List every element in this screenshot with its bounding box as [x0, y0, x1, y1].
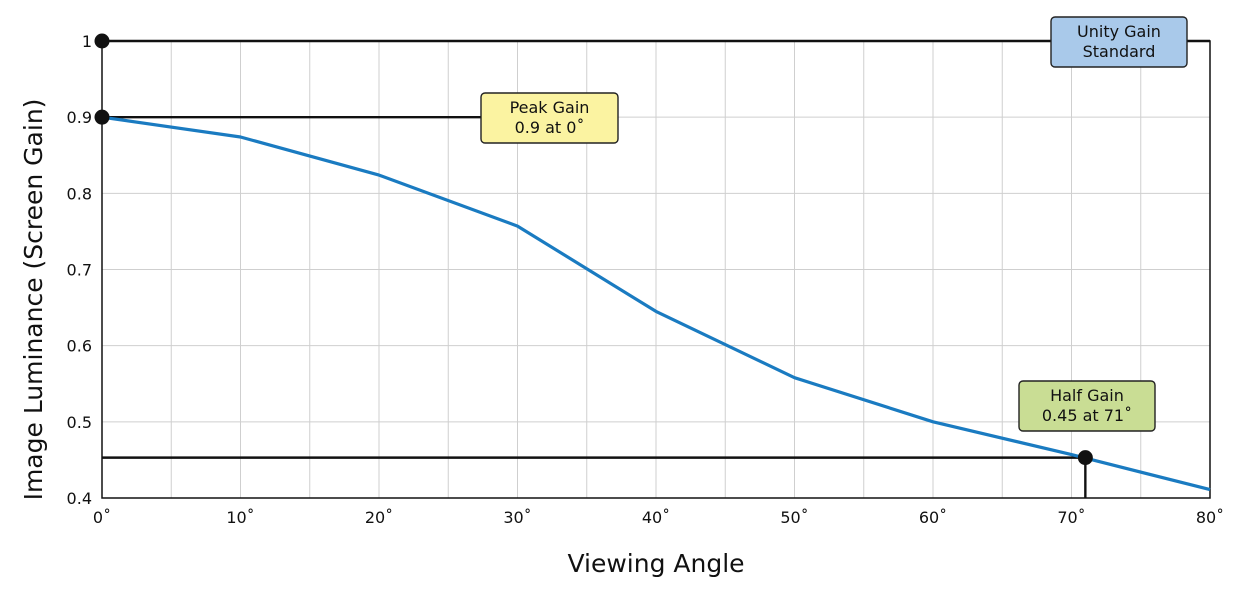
- y-tick-label: 0.9: [67, 108, 92, 127]
- y-tick-label: 0.4: [67, 489, 92, 508]
- unity-gain-callout-text: Unity Gain: [1077, 22, 1161, 41]
- half-gain-callout-text: Half Gain: [1050, 386, 1124, 405]
- data-marker: [94, 109, 110, 125]
- y-tick-label: 0.8: [67, 184, 92, 203]
- x-tick-label: 80˚: [1196, 508, 1224, 527]
- x-tick-label: 0˚: [93, 508, 111, 527]
- gain-curve: [101, 115, 1211, 492]
- x-tick-label: 70˚: [1057, 508, 1085, 527]
- y-axis-title: Image Luminance (Screen Gain): [19, 99, 48, 501]
- peak-gain-callout-text: 0.9 at 0˚: [515, 118, 585, 137]
- y-tick-label: 0.6: [67, 337, 92, 356]
- peak-gain-callout-text: Peak Gain: [510, 98, 590, 117]
- unity-gain-callout-text: Standard: [1083, 42, 1156, 61]
- x-tick-label: 30˚: [503, 508, 531, 527]
- x-axis-title: Viewing Angle: [567, 549, 744, 578]
- x-tick-label: 60˚: [919, 508, 947, 527]
- unity-gain-callout: [1050, 16, 1188, 68]
- y-tick-label: 0.5: [67, 413, 92, 432]
- y-tick-label: 0.7: [67, 261, 92, 280]
- x-tick-label: 20˚: [365, 508, 393, 527]
- data-marker: [1077, 450, 1093, 466]
- data-marker: [94, 33, 110, 49]
- peak-gain-callout: [480, 92, 619, 144]
- x-tick-label: 40˚: [642, 508, 670, 527]
- half-gain-callout-text: 0.45 at 71˚: [1042, 406, 1132, 425]
- y-tick-label: 1: [82, 32, 92, 51]
- x-tick-label: 50˚: [780, 508, 808, 527]
- half-gain-callout: [1018, 380, 1156, 432]
- x-tick-label: 10˚: [226, 508, 254, 527]
